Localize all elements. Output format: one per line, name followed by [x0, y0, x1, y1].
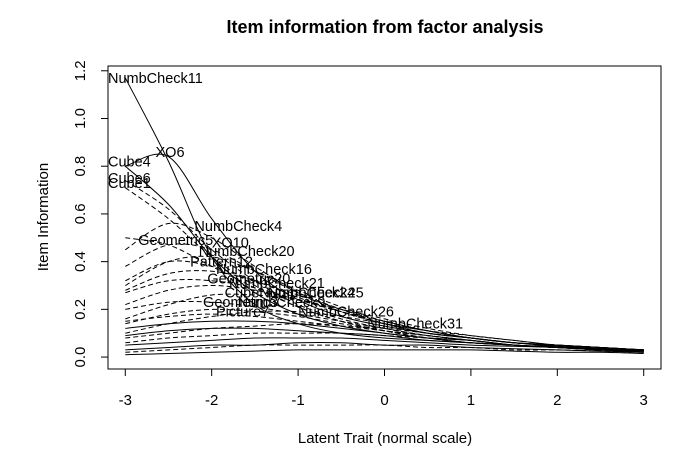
y-tick-label: 1.0 — [72, 108, 89, 129]
curve-S7 — [125, 313, 644, 351]
x-tick-label: 0 — [380, 392, 388, 409]
item-label: Geometric5 — [138, 233, 213, 249]
curve-S6 — [125, 320, 644, 351]
item-label: Pattern12 — [190, 255, 253, 271]
x-tick-label: -3 — [119, 392, 132, 409]
y-tick-label: 0.0 — [72, 347, 89, 368]
item-label: NumbCheck4 — [194, 219, 282, 235]
curve-NumbCheck31 — [125, 323, 644, 351]
y-tick-label: 0.4 — [72, 251, 89, 272]
y-axis: 0.0 0.2 0.4 0.6 0.8 1.0 1.2 — [72, 60, 109, 368]
x-tick-label: -1 — [291, 392, 304, 409]
item-label: XO6 — [156, 145, 185, 161]
x-tick-label: 2 — [553, 392, 561, 409]
x-tick-label: 1 — [467, 392, 475, 409]
y-axis-label: Item Information — [35, 163, 52, 271]
item-label: NumbCheck26 — [298, 305, 394, 321]
item-label: CubeNumbCheck24 — [225, 286, 356, 302]
item-labels: NumbCheck11XO6Cube4Cube6Cube1NumbCheck4G… — [108, 71, 463, 333]
item-label: XO10 — [212, 236, 249, 252]
item-label: NumbCheck16 — [216, 262, 312, 278]
item-label: NumbCheck31 — [367, 317, 463, 333]
information-curves — [124, 77, 644, 356]
curve-S8 — [125, 349, 644, 356]
item-label: NumbCheck9 — [238, 295, 326, 311]
item-label: Geometric3 — [203, 295, 278, 311]
y-tick-label: 0.6 — [72, 203, 89, 224]
item-label: Picture7 — [216, 305, 269, 321]
item-label: Cube6 — [108, 171, 151, 187]
x-axis: -3 -2 -1 0 1 2 3 — [119, 368, 648, 409]
y-tick-label: 1.2 — [72, 60, 89, 81]
x-tick-label: -2 — [205, 392, 218, 409]
item-label: NumbCheck25 — [268, 286, 364, 302]
item-label: Cube1 — [108, 176, 151, 192]
curve-S2 — [125, 337, 644, 352]
item-label: NumbCheck21 — [229, 276, 325, 292]
x-tick-label: 3 — [640, 392, 648, 409]
x-axis-label: Latent Trait (normal scale) — [298, 430, 472, 447]
curve-NumbCheck25 — [125, 293, 644, 351]
y-tick-label: 0.2 — [72, 299, 89, 320]
chart-title: Item information from factor analysis — [226, 17, 543, 37]
item-label: Geometric20 — [207, 271, 290, 287]
curve-S5 — [125, 344, 644, 353]
item-label: NumbCheck20 — [199, 244, 295, 260]
item-label: Cube4 — [108, 154, 151, 170]
y-tick-label: 0.8 — [72, 156, 89, 177]
item-label: NumbCheck11 — [108, 71, 203, 87]
